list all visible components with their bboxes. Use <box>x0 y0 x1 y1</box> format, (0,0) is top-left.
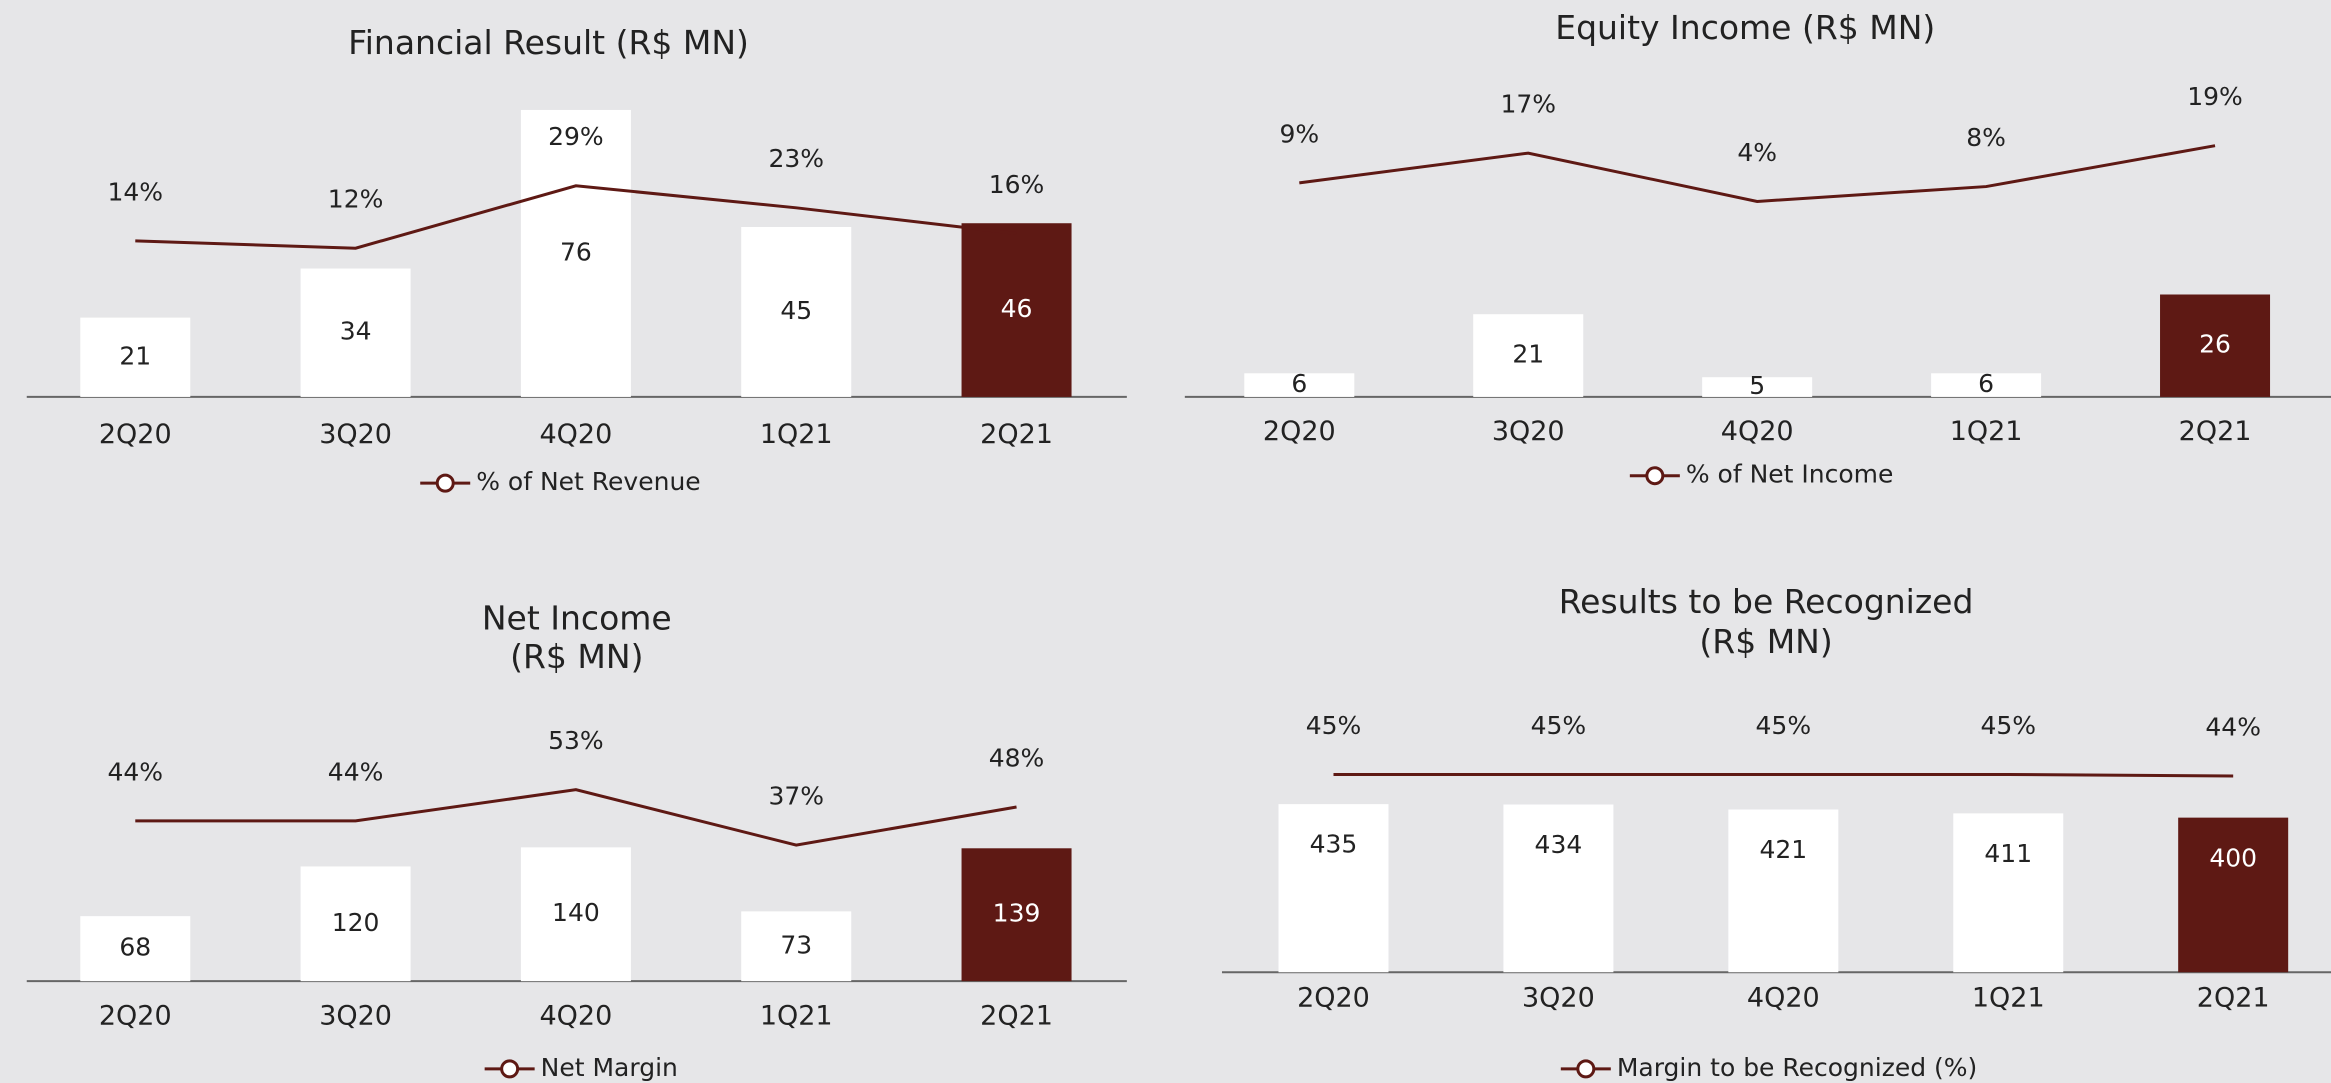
line-label: 44% <box>2205 712 2261 741</box>
x-tick-label: 4Q20 <box>1747 983 1820 1014</box>
x-tick-label: 1Q21 <box>1950 416 2023 447</box>
x-tick-label: 1Q21 <box>1972 983 2045 1014</box>
line-label: 53% <box>548 726 604 755</box>
legend-marker <box>435 473 455 493</box>
line <box>135 184 1017 250</box>
legend-label: % of Net Revenue <box>476 467 700 496</box>
line <box>1333 773 2234 778</box>
x-tick-label: 4Q20 <box>1721 416 1794 447</box>
legend-label: % of Net Income <box>1686 460 1894 489</box>
bar-label: 140 <box>552 898 600 927</box>
line-label: 23% <box>768 144 824 173</box>
bar <box>1278 804 1389 973</box>
bar-label: 120 <box>332 908 380 937</box>
bar <box>300 866 411 982</box>
line-label: 4% <box>1737 138 1777 167</box>
bar-label: 421 <box>1759 835 1807 864</box>
line-label: 48% <box>989 743 1045 772</box>
bar-label: 6 <box>1978 369 1994 398</box>
line-label: 45% <box>1531 711 1587 740</box>
bar <box>2178 817 2289 973</box>
bar <box>300 268 411 397</box>
x-tick-label: 2Q20 <box>1263 416 1336 447</box>
x-tick-label: 1Q21 <box>760 419 833 450</box>
x-tick-label: 3Q20 <box>1522 983 1595 1014</box>
line-label: 8% <box>1966 123 2006 152</box>
chart-title: (R$ MN) <box>510 637 643 676</box>
line-label: 44% <box>107 757 163 786</box>
x-tick-label: 2Q20 <box>99 1000 172 1031</box>
bar-label: 5 <box>1749 371 1765 400</box>
bar-label: 76 <box>560 237 592 266</box>
bar <box>2160 294 2271 397</box>
legend-label: Margin to be Recognized (%) <box>1617 1053 1978 1082</box>
bar-label: 45 <box>780 296 812 325</box>
bar <box>1473 314 1584 397</box>
legend-marker <box>500 1059 520 1079</box>
bar-label: 21 <box>119 341 151 370</box>
line-label: 37% <box>768 782 824 811</box>
bar-label: 34 <box>340 317 372 346</box>
line <box>135 788 1017 847</box>
bar <box>1503 804 1614 973</box>
bar <box>80 916 191 982</box>
bar <box>80 317 191 397</box>
x-tick-label: 2Q21 <box>2179 416 2252 447</box>
bar <box>1728 809 1839 973</box>
line-label: 45% <box>1306 711 1362 740</box>
line <box>1299 144 2216 203</box>
bar <box>520 109 631 397</box>
bar <box>741 227 852 397</box>
legend-marker <box>1645 466 1665 486</box>
x-tick-label: 2Q21 <box>980 419 1053 450</box>
x-tick-label: 2Q21 <box>2197 983 2270 1014</box>
bar-label: 68 <box>119 933 151 962</box>
legend-marker <box>1576 1059 1596 1079</box>
legend-label: Net Margin <box>541 1053 678 1082</box>
bar <box>1244 373 1355 397</box>
line-label: 14% <box>107 177 163 206</box>
line-label: 12% <box>328 185 384 214</box>
bar-label: 400 <box>2209 843 2257 872</box>
chart-title: Net Income <box>482 598 672 637</box>
x-tick-label: 2Q21 <box>980 1000 1053 1031</box>
bar <box>1931 373 2042 397</box>
bar-label: 21 <box>1512 340 1544 369</box>
bar-label: 139 <box>993 899 1041 928</box>
bar-label: 6 <box>1291 369 1307 398</box>
bar <box>520 847 631 982</box>
bar <box>1702 377 1813 397</box>
chart-title: Equity Income (R$ MN) <box>1555 8 1935 47</box>
bar-label: 46 <box>1001 294 1033 323</box>
line-label: 9% <box>1279 119 1319 148</box>
line-label: 45% <box>1980 711 2036 740</box>
bar-label: 435 <box>1310 830 1358 859</box>
x-tick-label: 4Q20 <box>540 419 613 450</box>
bar-label: 434 <box>1535 830 1583 859</box>
x-tick-label: 1Q21 <box>760 1000 833 1031</box>
bar <box>741 911 852 982</box>
line-label: 44% <box>328 757 384 786</box>
x-tick-label: 3Q20 <box>1492 416 1565 447</box>
chart-title: Results to be Recognized <box>1559 582 1974 621</box>
line-label: 29% <box>548 122 604 151</box>
line-label: 16% <box>989 170 1045 199</box>
line-label: 45% <box>1756 711 1812 740</box>
bar-label: 73 <box>780 930 812 959</box>
bar <box>1953 813 2064 973</box>
line-label: 19% <box>2187 82 2243 111</box>
bar-label: 26 <box>2199 330 2231 359</box>
x-tick-label: 2Q20 <box>1297 983 1370 1014</box>
x-tick-label: 4Q20 <box>540 1000 613 1031</box>
x-tick-label: 3Q20 <box>319 1000 392 1031</box>
bar-label: 411 <box>1984 839 2032 868</box>
x-tick-label: 3Q20 <box>319 419 392 450</box>
bar <box>961 223 1072 397</box>
x-tick-label: 2Q20 <box>99 419 172 450</box>
line-label: 17% <box>1500 90 1556 119</box>
bar <box>961 848 1072 982</box>
chart-title: (R$ MN) <box>1699 622 1832 661</box>
chart-title: Financial Result (R$ MN) <box>348 23 749 62</box>
